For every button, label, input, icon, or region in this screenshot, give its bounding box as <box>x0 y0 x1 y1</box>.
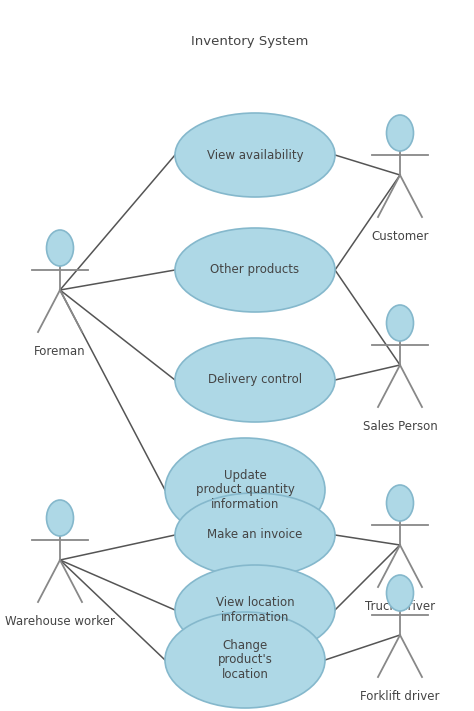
Text: Delivery control: Delivery control <box>208 373 302 387</box>
Text: Inventory System: Inventory System <box>191 36 309 48</box>
Ellipse shape <box>386 575 413 611</box>
Ellipse shape <box>46 230 73 266</box>
Ellipse shape <box>175 338 335 422</box>
Ellipse shape <box>175 228 335 312</box>
Text: Warehouse worker: Warehouse worker <box>5 615 115 628</box>
Ellipse shape <box>175 565 335 655</box>
Ellipse shape <box>175 113 335 197</box>
Text: Change
product's
location: Change product's location <box>218 638 273 682</box>
Ellipse shape <box>165 438 325 542</box>
Text: Customer: Customer <box>371 230 429 243</box>
Ellipse shape <box>46 500 73 536</box>
Ellipse shape <box>386 485 413 521</box>
Text: Other products: Other products <box>210 264 300 277</box>
Text: View location
information: View location information <box>216 596 294 624</box>
Text: Make an invoice: Make an invoice <box>207 528 303 542</box>
Text: Update
product quantity
information: Update product quantity information <box>196 469 294 511</box>
Text: Foreman: Foreman <box>34 345 86 358</box>
Ellipse shape <box>386 115 413 151</box>
Text: Truck driver: Truck driver <box>365 600 435 613</box>
Text: Sales Person: Sales Person <box>363 420 438 433</box>
Ellipse shape <box>165 612 325 708</box>
Ellipse shape <box>386 305 413 341</box>
Text: Forklift driver: Forklift driver <box>360 690 440 703</box>
Ellipse shape <box>175 493 335 577</box>
Text: View availability: View availability <box>207 149 303 161</box>
